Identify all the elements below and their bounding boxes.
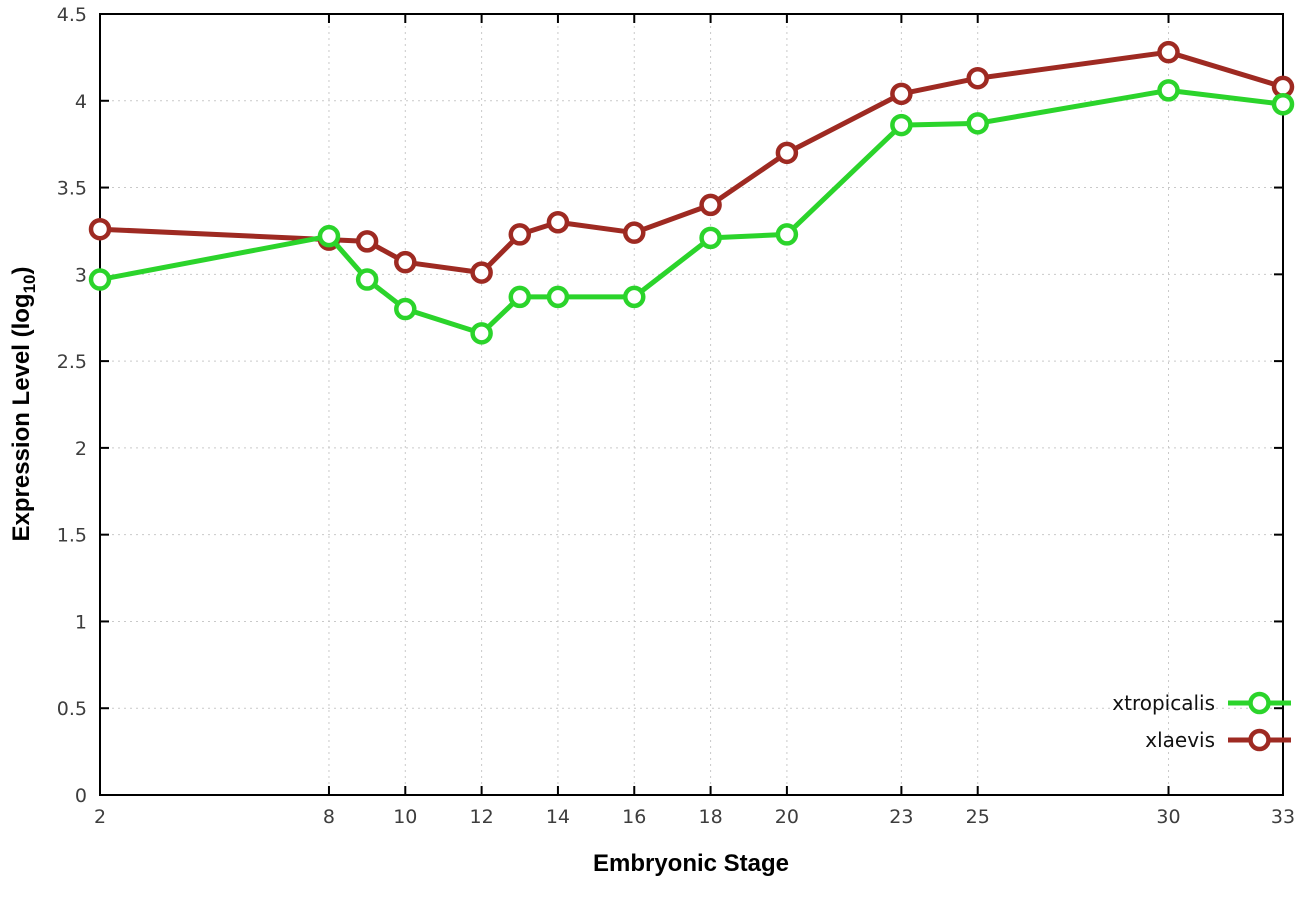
tick-labels: 2 8 10 12 14 16 18 20 23 25 30 33 0 0.5 1 1.5 2 2.5 3 3.5 4 4…: [57, 4, 1295, 828]
data-point-marker: [623, 285, 646, 309]
x-tick-label: 10: [393, 806, 417, 828]
y-tick-label: 0.5: [57, 698, 87, 720]
x-axis-title: Embryonic Stage: [592, 850, 790, 877]
legend-label-xlaevis: xlaevis: [1145, 728, 1215, 752]
data-point-marker: [355, 230, 379, 253]
data-point-marker: [508, 285, 532, 309]
data-point-marker: [966, 66, 989, 90]
data-point-marker: [355, 268, 379, 291]
data-point-marker: [394, 297, 417, 321]
data-point-marker: [1157, 79, 1180, 102]
data-point-marker: [470, 322, 493, 345]
data-point-marker: [699, 226, 722, 250]
x-tick-label: 23: [889, 806, 913, 828]
series-xtropicalis: [88, 79, 1295, 345]
y-tick-label: 4: [75, 91, 87, 113]
x-tick-label: 25: [966, 806, 990, 828]
data-point-marker: [623, 221, 646, 244]
data-point-marker: [88, 268, 112, 291]
y-tick-label: 2.5: [57, 351, 87, 373]
data-point-marker: [317, 224, 341, 248]
data-point-marker: [394, 250, 417, 274]
y-tick-label: 1: [75, 611, 87, 633]
x-tick-label: 12: [470, 806, 494, 828]
y-axis-title: Expression Level (log10): [8, 267, 40, 542]
y-tick-label: 3: [75, 264, 87, 286]
x-tick-label: 2: [94, 806, 106, 828]
x-tick-label: 14: [546, 806, 570, 828]
data-point-marker: [966, 112, 989, 135]
legend: xtropicalis xlaevis: [1112, 691, 1291, 752]
data-point-marker: [699, 193, 722, 217]
x-tick-label: 16: [622, 806, 646, 828]
y-tick-label: 3.5: [57, 178, 87, 200]
data-point-marker: [775, 141, 799, 165]
data-point-marker: [546, 285, 570, 309]
legend-marker-sample: [1248, 691, 1271, 715]
x-tick-label: 30: [1156, 806, 1180, 828]
y-axis-title-suffix: ): [8, 266, 36, 275]
y-tick-label: 4.5: [57, 4, 87, 26]
data-point-marker: [508, 223, 532, 246]
y-tick-label: 0: [75, 785, 87, 807]
y-axis-title-subscript: 10: [19, 274, 39, 294]
data-point-marker: [1157, 40, 1180, 64]
y-tick-label: 1.5: [57, 525, 87, 547]
y-axis-title-prefix: Expression Level (log: [8, 293, 36, 542]
x-tick-label: 8: [323, 806, 335, 828]
x-tick-label: 18: [698, 806, 722, 828]
x-tick-label: 33: [1271, 806, 1295, 828]
data-point-marker: [890, 113, 913, 137]
data-point-marker: [775, 223, 799, 246]
legend-label-xtropicalis: xtropicalis: [1112, 691, 1215, 715]
data-point-marker: [88, 217, 112, 241]
y-tick-label: 2: [75, 438, 87, 460]
plot-border: [99, 13, 1284, 796]
x-tick-label: 20: [775, 806, 799, 828]
data-point-marker: [890, 82, 913, 106]
legend-marker-sample: [1248, 728, 1271, 752]
data-point-marker: [1271, 92, 1295, 116]
data-point-marker: [546, 211, 570, 234]
data-point-marker: [470, 261, 493, 284]
